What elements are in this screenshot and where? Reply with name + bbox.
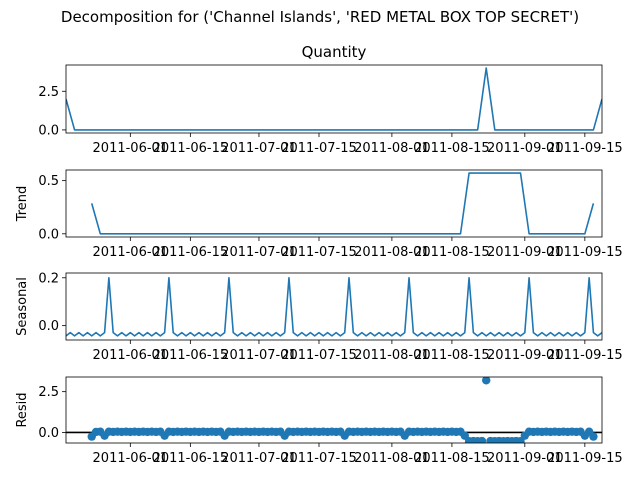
panel-4: Resid 0.0 2.5 2011-06-012011-06-152011-07-0… — [15, 376, 623, 466]
x-tick-label: 2011-06-01 — [93, 451, 169, 466]
x-tick-label: 2011-09-15 — [547, 451, 623, 466]
y-tick-label: 0.0 — [38, 123, 59, 138]
panel-title: Quantity — [302, 43, 367, 61]
x-tick-label: 2011-09-01 — [487, 141, 563, 156]
y-tick-label: 0.0 — [38, 426, 59, 441]
x-tick-label: 2011-08-01 — [354, 451, 430, 466]
y-axis-label: Seasonal — [15, 277, 30, 336]
x-tick-label: 2011-07-01 — [221, 141, 297, 156]
y-tick-label: 0.2 — [38, 271, 59, 286]
panel-1: Quantity0.02.52011-06-012011-06-152011-0… — [38, 43, 622, 156]
y-tick-label: 0.5 — [38, 174, 59, 189]
series-marks — [90, 172, 595, 235]
x-tick-label: 2011-08-01 — [354, 141, 430, 156]
x-tick-label: 2011-08-15 — [414, 245, 490, 260]
scatter-point — [589, 432, 598, 441]
y-tick-label: 2.5 — [38, 385, 59, 400]
panel-2: Trend 0.0 0.5 2011-06-012011-06-152011-07-0… — [15, 169, 623, 260]
axes-frame — [65, 64, 603, 134]
x-tick-label: 2011-07-15 — [281, 141, 357, 156]
figure-suptitle: Decomposition for ('Channel Islands', 'R… — [61, 8, 579, 26]
axes-frame — [65, 376, 603, 444]
series-line — [90, 172, 595, 235]
x-tick-label: 2011-06-01 — [93, 141, 169, 156]
x-tick-label: 2011-08-15 — [414, 348, 490, 363]
series-marks — [66, 67, 602, 131]
series-marks — [66, 276, 602, 337]
series-marks — [87, 377, 598, 443]
scatter-point — [482, 377, 491, 385]
x-tick-label: 2011-07-15 — [281, 348, 357, 363]
y-tick-label: 2.5 — [38, 85, 59, 100]
y-axis-label: Resid — [15, 392, 30, 427]
x-tick-label: 2011-08-01 — [354, 245, 430, 260]
axes-frame — [65, 169, 603, 238]
x-tick-label: 2011-06-15 — [153, 141, 229, 156]
x-tick-label: 2011-07-01 — [221, 348, 297, 363]
x-tick-label: 2011-09-15 — [547, 141, 623, 156]
y-axis-label: Trend — [15, 186, 30, 223]
x-tick-label: 2011-08-15 — [414, 451, 490, 466]
x-tick-label: 2011-08-01 — [354, 348, 430, 363]
series-line — [66, 276, 602, 337]
y-tick-label: 0.0 — [38, 227, 59, 242]
panel-3: Seasonal 0.00.22011-06-012011-06-152011-0… — [15, 271, 623, 363]
y-tick-label: 0.0 — [38, 319, 59, 334]
x-tick-label: 2011-07-01 — [221, 245, 297, 260]
series-line — [66, 67, 602, 131]
x-tick-label: 2011-09-01 — [487, 245, 563, 260]
x-tick-label: 2011-09-01 — [487, 451, 563, 466]
scatter-point — [477, 436, 487, 443]
x-tick-label: 2011-08-15 — [414, 141, 490, 156]
x-tick-label: 2011-06-15 — [153, 451, 229, 466]
x-tick-label: 2011-06-01 — [93, 245, 169, 260]
x-tick-label: 2011-09-01 — [487, 348, 563, 363]
x-tick-label: 2011-06-01 — [93, 348, 169, 363]
x-tick-label: 2011-07-15 — [281, 451, 357, 466]
x-tick-label: 2011-09-15 — [547, 245, 623, 260]
x-tick-label: 2011-06-15 — [153, 245, 229, 260]
panels: Quantity0.02.52011-06-012011-06-152011-0… — [15, 43, 623, 466]
x-tick-label: 2011-09-15 — [547, 348, 623, 363]
x-tick-label: 2011-07-01 — [221, 451, 297, 466]
x-tick-label: 2011-07-15 — [281, 245, 357, 260]
x-tick-label: 2011-06-15 — [153, 348, 229, 363]
axes-frame — [65, 272, 603, 341]
